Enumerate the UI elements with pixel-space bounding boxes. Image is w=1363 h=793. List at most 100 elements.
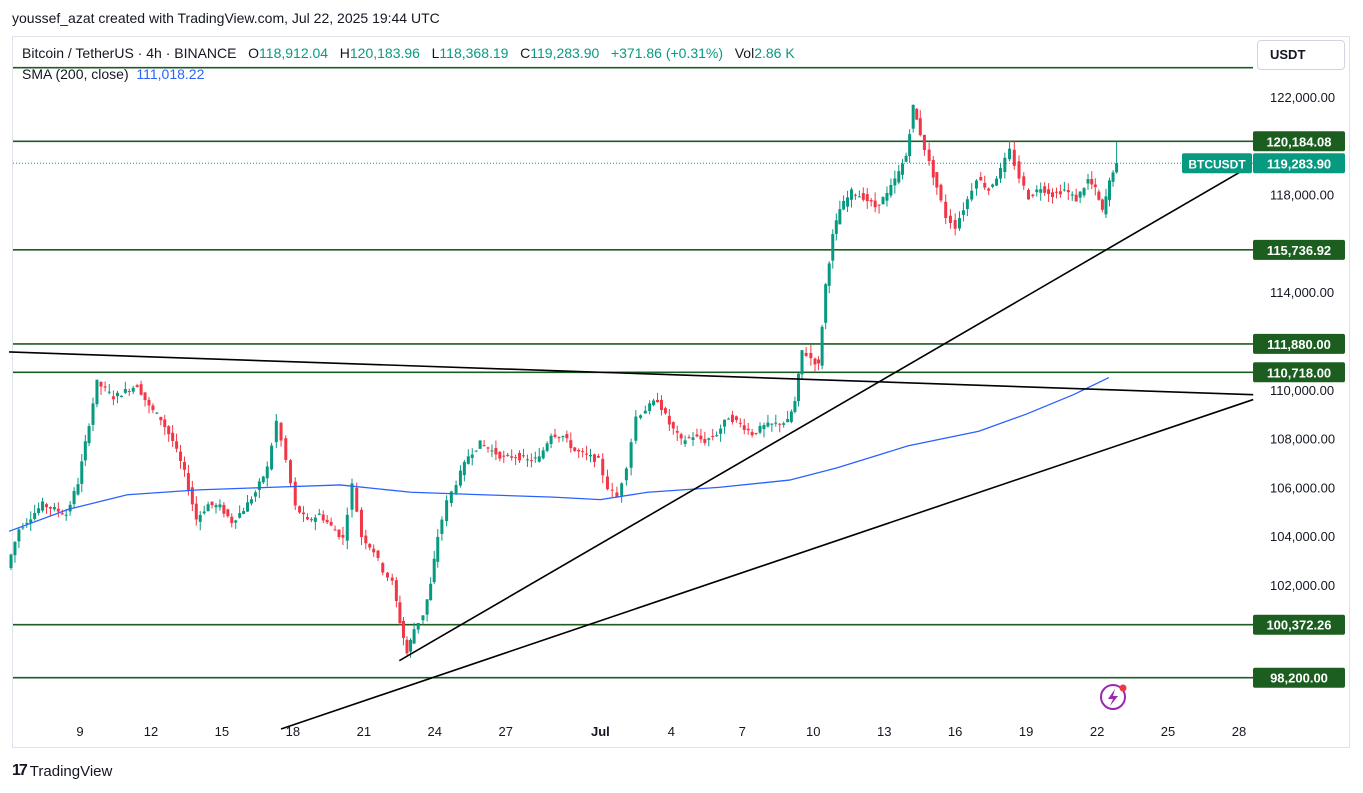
candle-body bbox=[394, 580, 398, 602]
candle-body bbox=[629, 442, 633, 468]
candle-body bbox=[478, 440, 482, 449]
candle-body bbox=[953, 220, 957, 229]
tradingview-brand[interactable]: 17 TradingView bbox=[12, 762, 112, 780]
candle-body bbox=[95, 379, 99, 405]
candle-body bbox=[817, 359, 821, 364]
candle-body bbox=[675, 431, 679, 433]
trendline[interactable] bbox=[9, 351, 1254, 396]
candle-body bbox=[163, 419, 167, 428]
candle-body bbox=[774, 422, 778, 424]
sma-line bbox=[8, 377, 1110, 532]
y-tick-label: 110,000.00 bbox=[1270, 383, 1334, 398]
lightning-icon[interactable] bbox=[1100, 684, 1127, 710]
sma-label: SMA (200, close) bbox=[22, 66, 129, 82]
candle-body bbox=[991, 184, 995, 187]
candle-body bbox=[1039, 189, 1043, 193]
candle-body bbox=[518, 452, 522, 461]
candle-body bbox=[846, 197, 850, 207]
candle-body bbox=[111, 396, 115, 400]
change-value: +371.86 (+0.31%) bbox=[610, 45, 724, 61]
level-price-badge bbox=[1253, 614, 1345, 635]
candle-body bbox=[1012, 149, 1016, 166]
candle-body bbox=[931, 160, 935, 178]
candle-body bbox=[25, 522, 29, 524]
candle-body bbox=[9, 554, 13, 568]
low-label: L bbox=[431, 45, 440, 61]
candle-body bbox=[987, 188, 991, 191]
candle-body bbox=[948, 215, 952, 224]
candle-body bbox=[746, 428, 750, 431]
ohlc-legend: Bitcoin / TetherUS · 4h · BINANCE O118,9… bbox=[22, 45, 795, 61]
candle-body bbox=[494, 448, 498, 455]
x-tick-label: 9 bbox=[76, 724, 83, 739]
candle-body bbox=[549, 435, 553, 444]
candle-body bbox=[699, 435, 703, 440]
candle-body bbox=[881, 197, 885, 205]
candle-body bbox=[908, 134, 912, 157]
candle-body bbox=[1115, 163, 1119, 173]
candle-body bbox=[175, 441, 179, 449]
candle-body bbox=[198, 515, 202, 522]
candle-body bbox=[683, 440, 687, 444]
candle-body bbox=[869, 200, 873, 202]
x-tick-label: 18 bbox=[286, 724, 300, 739]
candle-body bbox=[537, 456, 541, 462]
candle-body bbox=[601, 458, 605, 476]
candle-body bbox=[581, 451, 585, 453]
candle-body bbox=[482, 445, 486, 447]
candle-body bbox=[634, 416, 638, 441]
symbol-title[interactable]: Bitcoin / TetherUS · 4h · BINANCE bbox=[22, 45, 237, 61]
candle-body bbox=[514, 457, 518, 459]
y-tick-label: 102,000.00 bbox=[1270, 578, 1335, 593]
candle-body bbox=[127, 391, 131, 393]
candle-body bbox=[1111, 172, 1115, 182]
candle-body bbox=[265, 466, 269, 479]
candle-body bbox=[589, 455, 593, 457]
candle-body bbox=[182, 461, 186, 470]
candle-body bbox=[541, 450, 545, 459]
open-value: 118,912.04 bbox=[259, 45, 329, 61]
candle-body bbox=[83, 441, 87, 461]
candle-body bbox=[1054, 191, 1058, 193]
x-tick-label: 21 bbox=[357, 724, 371, 739]
candle-body bbox=[167, 426, 171, 435]
candle-body bbox=[939, 184, 943, 201]
candle-body bbox=[381, 563, 385, 573]
candle-body bbox=[842, 200, 846, 210]
x-tick-label: 22 bbox=[1090, 724, 1104, 739]
candle-body bbox=[643, 410, 647, 414]
candle-body bbox=[355, 487, 359, 512]
candle-body bbox=[222, 504, 226, 514]
candle-body bbox=[605, 476, 609, 490]
candle-body bbox=[1097, 191, 1101, 200]
candle-body bbox=[1078, 191, 1082, 198]
candle-body bbox=[502, 455, 506, 457]
candle-body bbox=[159, 416, 163, 421]
currency-button[interactable]: USDT bbox=[1257, 40, 1345, 70]
candle-body bbox=[1026, 189, 1030, 200]
sma-legend[interactable]: SMA (200, close) 111,018.22 bbox=[22, 66, 204, 82]
candle-body bbox=[21, 527, 25, 529]
candle-body bbox=[425, 599, 429, 615]
candle-body bbox=[789, 411, 793, 423]
candle-body bbox=[719, 428, 723, 434]
candle-body bbox=[820, 326, 824, 366]
candle-body bbox=[1093, 184, 1097, 188]
candle-body bbox=[359, 509, 363, 537]
trendline[interactable] bbox=[398, 171, 1240, 662]
candle-body bbox=[873, 200, 877, 208]
candle-body bbox=[345, 514, 349, 541]
level-price-badge bbox=[1253, 362, 1345, 383]
x-tick-label: 12 bbox=[144, 724, 158, 739]
candle-body bbox=[800, 350, 804, 375]
y-tick-label: 118,000.00 bbox=[1270, 188, 1334, 203]
candle-body bbox=[119, 395, 123, 398]
candle-body bbox=[107, 391, 111, 393]
candle-body bbox=[466, 456, 470, 464]
candle-body bbox=[1017, 161, 1021, 179]
candle-body bbox=[274, 420, 278, 443]
trendline[interactable] bbox=[280, 398, 1254, 730]
candle-body bbox=[885, 192, 889, 201]
candle-body bbox=[766, 422, 770, 427]
